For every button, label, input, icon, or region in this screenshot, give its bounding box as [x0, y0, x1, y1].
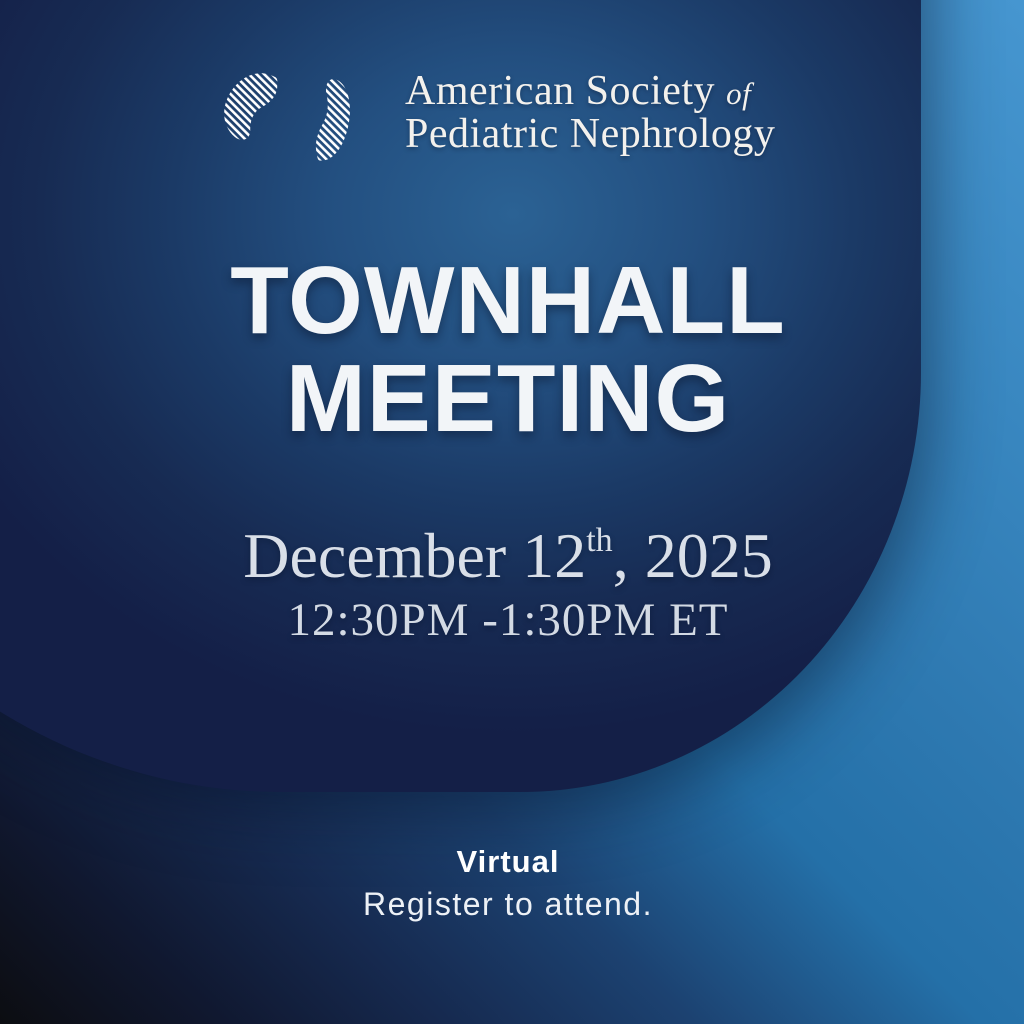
- event-mode: Virtual: [456, 844, 560, 879]
- organization-name-line2: Pediatric Nephrology: [405, 111, 776, 157]
- event-title-line1: TOWNHALL: [230, 247, 786, 354]
- kidneys-icon: [211, 61, 356, 165]
- dark-arch-shape: [0, 0, 921, 792]
- organization-name-of: of: [726, 76, 752, 111]
- organization-name-line1: American Society of: [405, 68, 752, 114]
- organization-name: American Society of Pediatric Nephrology: [405, 55, 775, 155]
- date-ordinal: th: [586, 521, 613, 559]
- event-time: 12:30PM -1:30PM ET: [287, 594, 729, 646]
- register-cta: Register to attend.: [363, 886, 653, 922]
- event-title: TOWNHALL MEETING: [0, 252, 1016, 448]
- event-date: December 12th, 2025: [243, 520, 773, 591]
- aspn-logo: American Society of Pediatric Nephrology: [205, 55, 775, 173]
- event-title-line2: MEETING: [285, 345, 731, 452]
